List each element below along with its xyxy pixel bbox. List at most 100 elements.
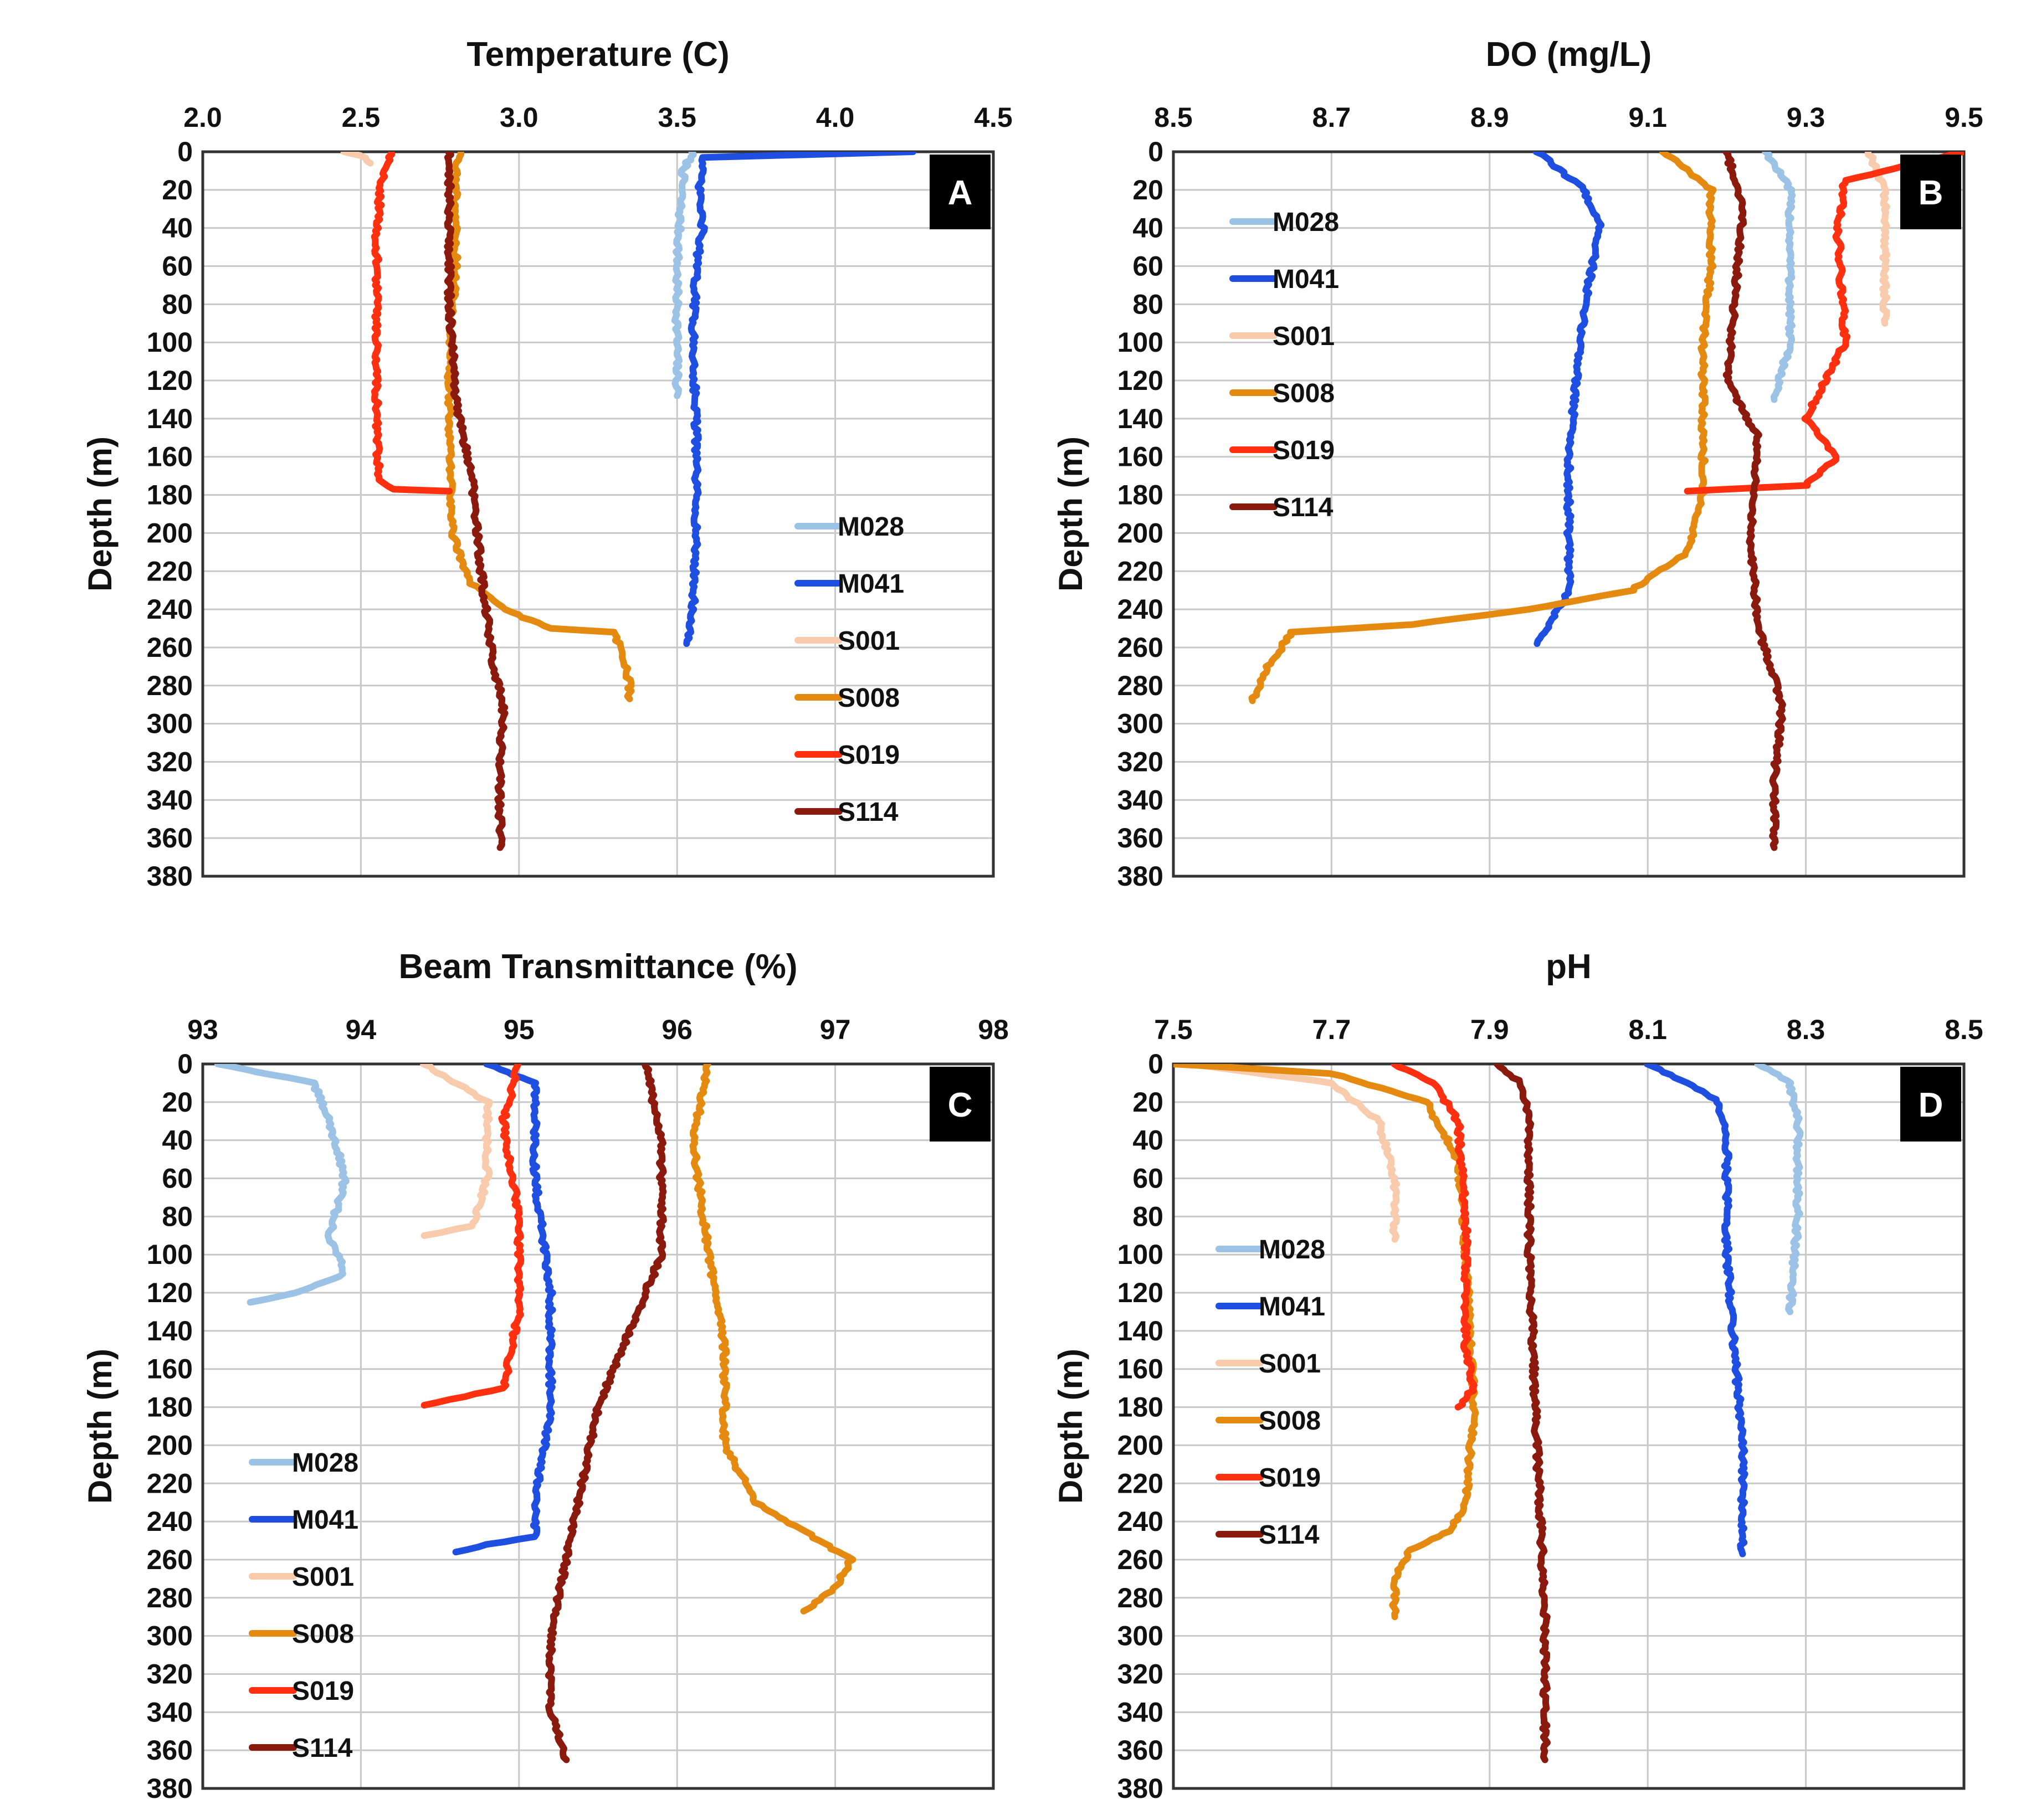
panel-b-y-axis-label: Depth (m) [1052, 436, 1089, 592]
panel-c-letter-box [930, 1067, 991, 1142]
panel-b-y-tick-300: 300 [1117, 708, 1163, 739]
panel-b-x-tick-8-7: 8.7 [1312, 102, 1351, 133]
panel-b-series-m028 [1762, 152, 1796, 403]
panel-c-x-tick-98: 98 [978, 1014, 1009, 1045]
panel-d-y-tick-380: 380 [1117, 1773, 1163, 1804]
panel-a-y-tick-180: 180 [147, 480, 193, 511]
panel-b-legend-label-s001: S001 [1273, 322, 1335, 351]
panel-d-y-tick-80: 80 [1132, 1201, 1163, 1232]
panel-a-y-tick-260: 260 [147, 632, 193, 663]
panel-a-y-tick-200: 200 [147, 517, 193, 548]
panel-c-y-tick-280: 280 [147, 1582, 193, 1613]
panel-d-legend-label-s008: S008 [1259, 1406, 1321, 1436]
panel-a-y-tick-280: 280 [147, 670, 193, 701]
panel-b-y-tick-240: 240 [1117, 594, 1163, 625]
panel-d-y-tick-200: 200 [1117, 1430, 1163, 1461]
panel-c-series-s001 [420, 1064, 493, 1239]
panel-c-series-s019 [420, 1064, 525, 1409]
panel-a-legend-label-m028: M028 [838, 512, 904, 542]
panel-d-x-tick-7-9: 7.9 [1470, 1014, 1509, 1045]
panel-a-x-tick-3-5: 3.5 [658, 102, 696, 133]
panel-b-y-tick-380: 380 [1117, 861, 1163, 892]
panel-b-y-tick-100: 100 [1117, 327, 1163, 358]
panel-c-y-tick-140: 140 [147, 1315, 193, 1346]
panel-a-series-m041 [683, 152, 917, 647]
panel-b-series-s001 [1864, 152, 1891, 327]
panel-d-y-tick-320: 320 [1117, 1658, 1163, 1689]
panel-a-y-tick-20: 20 [162, 174, 193, 205]
panel-a-y-tick-160: 160 [147, 441, 193, 472]
panel-a-series-s008 [444, 152, 635, 702]
panel-a-y-tick-140: 140 [147, 403, 193, 434]
panel-d-y-tick-60: 60 [1132, 1163, 1163, 1194]
panel-b-legend-label-s008: S008 [1273, 379, 1335, 408]
panel-a-y-tick-340: 340 [147, 784, 193, 815]
panel-b-legend: M028 M041 S001 S008 S019 S114 [1229, 208, 1339, 522]
panel-a-y-axis-label: Depth (m) [81, 436, 119, 592]
panel-c-series-s114 [545, 1064, 667, 1764]
panel-c-y-tick-60: 60 [162, 1163, 193, 1194]
panel-d-x-tick-8-5: 8.5 [1945, 1014, 1983, 1045]
panel-b-letter-box [1900, 155, 1961, 229]
panel-a-y-tick-40: 40 [162, 213, 193, 244]
panel-c-y-tick-40: 40 [162, 1125, 193, 1156]
panel-b-legend-label-s114: S114 [1273, 493, 1334, 522]
panel-c-y-tick-220: 220 [147, 1468, 193, 1499]
panel-d-y-tick-280: 280 [1117, 1582, 1163, 1613]
panel-d-y-tick-180: 180 [1117, 1392, 1163, 1423]
panel-c-x-tick-93: 93 [187, 1014, 218, 1045]
panel-a-y-tick-240: 240 [147, 594, 193, 625]
panel-d-x-tick-8-1: 8.1 [1628, 1014, 1667, 1045]
panel-d-y-tick-140: 140 [1117, 1315, 1163, 1346]
panel-a-x-tick-2-0: 2.0 [183, 102, 222, 133]
panel-b-series-m041 [1532, 152, 1605, 647]
panel-a-series-s019 [371, 152, 453, 495]
panel-a-y-tick-0: 0 [177, 136, 193, 167]
panel-a-legend-label-s114: S114 [838, 798, 899, 827]
panel-b-y-tick-220: 220 [1117, 556, 1163, 587]
panel-a-y-tick-100: 100 [147, 327, 193, 358]
panel-c-legend-label-s008: S008 [292, 1620, 354, 1649]
panel-b-y-tick-80: 80 [1132, 289, 1163, 320]
panel-a-x-tick-4-0: 4.0 [816, 102, 855, 133]
panel-d-frame [1172, 1062, 1966, 1790]
panel-c-y-tick-100: 100 [147, 1239, 193, 1270]
panel-b-legend-label-m028: M028 [1273, 208, 1339, 237]
panel-b-series-s019 [1684, 152, 1964, 495]
panel-c-legend-label-m041: M041 [292, 1505, 358, 1535]
panel-d-y-tick-20: 20 [1132, 1087, 1163, 1118]
panel-d-y-tick-40: 40 [1132, 1125, 1163, 1156]
panel-b-x-tick-9-1: 9.1 [1628, 102, 1667, 133]
panel-b-y-tick-60: 60 [1132, 251, 1163, 282]
panel-a-series-m028 [671, 152, 697, 399]
panel-a-title: Temperature (C) [466, 35, 729, 74]
panel-a-series-s114 [444, 152, 509, 851]
panel-c: 0 20 40 60 80 100 120 140 160 180 200 220 240 260 280 3… [81, 948, 1009, 1804]
panel-a-legend-label-s019: S019 [838, 741, 900, 770]
panel-c-y-tick-260: 260 [147, 1544, 193, 1575]
panel-d-series-s019 [1391, 1064, 1478, 1411]
panel-b-y-tick-200: 200 [1117, 517, 1163, 548]
panel-d-legend-label-s114: S114 [1259, 1520, 1320, 1550]
panel-a-legend-label-s001: S001 [838, 626, 900, 656]
panel-a-series-s001 [340, 152, 374, 167]
panel-c-series-m041 [452, 1064, 556, 1556]
panel-c-y-tick-0: 0 [177, 1048, 193, 1079]
panel-d-y-tick-220: 220 [1117, 1468, 1163, 1499]
panel-a-y-tick-80: 80 [162, 289, 193, 320]
panel-a-y-tick-60: 60 [162, 251, 193, 282]
panel-b-y-tick-360: 360 [1117, 822, 1163, 854]
panel-d-y-tick-340: 340 [1117, 1696, 1163, 1728]
panel-a-x-tick-4-5: 4.5 [974, 102, 1013, 133]
panel-d-y-tick-120: 120 [1117, 1277, 1163, 1308]
panel-a-y-tick-220: 220 [147, 556, 193, 587]
panel-a-legend: M028 M041 S001 S008 S019 S114 [794, 512, 904, 827]
panel-c-y-tick-160: 160 [147, 1354, 193, 1385]
panel-b-y-tick-260: 260 [1117, 632, 1163, 663]
panel-b-y-tick-0: 0 [1148, 136, 1163, 167]
panel-c-y-tick-200: 200 [147, 1430, 193, 1461]
panel-a-y-tick-360: 360 [147, 822, 193, 854]
panel-d-y-axis-label: Depth (m) [1052, 1349, 1089, 1504]
panel-c-legend-label-s019: S019 [292, 1677, 354, 1706]
